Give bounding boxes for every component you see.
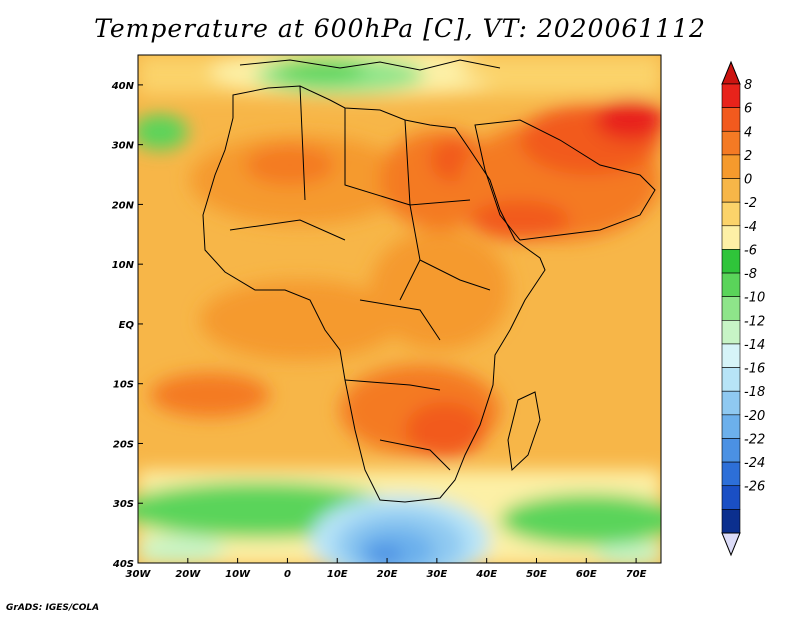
colorbar-label: -14 [744, 338, 765, 353]
colorbar-swatch [721, 201, 741, 227]
plot-frame [137, 54, 662, 564]
lon-tick-label: 30E [426, 569, 447, 580]
colorbar-swatch [721, 438, 741, 463]
colorbar-label: 8 [744, 78, 752, 93]
colorbar-label: -2 [744, 196, 757, 211]
colorbar-swatch [721, 509, 741, 534]
colorbar-swatch [721, 461, 741, 487]
credit-text: GrADS: IGES/COLA [6, 603, 100, 613]
colorbar-swatch [721, 272, 741, 297]
colorbar-label: 0 [744, 173, 752, 188]
lat-tick-label: 40S [112, 559, 134, 570]
colorbar-swatch [721, 390, 741, 416]
colorbar-swatch [721, 154, 741, 179]
colorbar-swatch [721, 367, 741, 392]
colorbar-swatch [721, 485, 741, 510]
lat-tick-label: 20N [112, 200, 135, 211]
colorbar-label: -16 [744, 362, 765, 377]
colorbar-swatch [721, 343, 741, 368]
lat-tick-label: 20S [113, 439, 134, 450]
colorbar-swatch [721, 130, 741, 156]
lon-tick-label: 60E [576, 569, 597, 580]
colorbar-swatch [721, 320, 741, 345]
colorbar-label: -20 [744, 409, 765, 424]
colorbar-label: 4 [744, 125, 752, 140]
temperature-field [138, 55, 661, 563]
colorbar-swatch [721, 225, 741, 250]
colorbar-label: -6 [744, 243, 757, 258]
map-title: Temperature at 600hPa [C], VT: 202006111… [94, 14, 706, 43]
colorbar-swatch [721, 296, 741, 321]
colorbar: 8 6 4 2 0 -2 -4 -6 -8 -10 -12 -14 -16 -18 -20 -22 -24 -26 [721, 60, 765, 557]
lat-tick-label: 40N [111, 81, 135, 92]
colorbar-top-arrow [721, 60, 741, 85]
colorbar-swatch [721, 414, 741, 439]
axis-ticks: 30W 20W 10W 0 10E 20E 30E 40E 50E 60E 70E 40N 30N 20N… [111, 81, 647, 580]
lon-tick-label: 10W [225, 569, 251, 580]
lat-tick-label: 10N [112, 260, 135, 271]
colorbar-swatch [721, 107, 741, 132]
lat-tick-label: 30S [113, 499, 134, 510]
lon-tick-label: 20E [377, 569, 398, 580]
colorbar-swatch [721, 83, 741, 108]
lon-tick-label: 0 [284, 569, 291, 580]
lat-tick-label: EQ [119, 320, 135, 331]
colorbar-swatch [721, 178, 741, 203]
colorbar-bottom-arrow [721, 532, 741, 557]
colorbar-swatch [721, 249, 741, 274]
lon-tick-label: 40E [475, 569, 497, 580]
colorbar-label: -12 [744, 314, 765, 329]
lon-tick-label: 50E [526, 569, 547, 580]
lon-tick-label: 20W [175, 569, 201, 580]
colorbar-label: 2 [744, 149, 752, 164]
lat-tick-label: 30N [112, 141, 135, 152]
colorbar-label: -18 [744, 385, 765, 400]
coastlines [202, 59, 656, 503]
colorbar-label: -10 [744, 291, 765, 306]
lon-tick-label: 70E [626, 569, 647, 580]
colorbar-label: -8 [744, 267, 757, 282]
lat-tick-label: 10S [113, 380, 134, 391]
colorbar-label: -26 [744, 480, 765, 495]
colorbar-label: -4 [744, 220, 757, 235]
lon-tick-label: 10E [327, 569, 348, 580]
colorbar-label: -22 [744, 432, 765, 447]
colorbar-label: -24 [744, 456, 765, 471]
lon-tick-label: 30W [126, 569, 152, 580]
colorbar-label: 6 [744, 102, 752, 117]
